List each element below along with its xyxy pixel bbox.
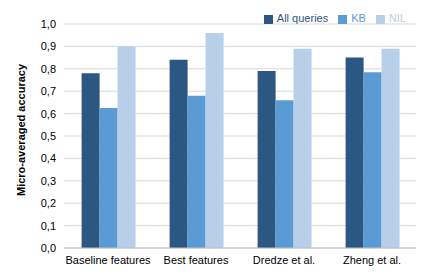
svg-text:1,0: 1,0 (41, 18, 56, 30)
svg-text:0,0: 0,0 (41, 242, 56, 254)
svg-text:0,2: 0,2 (41, 197, 56, 209)
svg-text:0,8: 0,8 (41, 63, 56, 75)
html-text:KB: KB (351, 12, 366, 24)
svg-text:Zheng et al.: Zheng et al. (343, 254, 401, 266)
svg-text:0,4: 0,4 (41, 152, 56, 164)
svg-text:Micro-averaged accuracy: Micro-averaged accuracy (15, 63, 27, 196)
html-text:All queries: All queries (276, 12, 329, 24)
html-text:NIL: NIL (388, 12, 406, 24)
svg-text:0,6: 0,6 (41, 108, 56, 120)
svg-text:Baseline features: Baseline features (66, 254, 151, 266)
svg-text:0,7: 0,7 (41, 85, 56, 97)
svg-text:Best features: Best features (164, 254, 229, 266)
svg-text:0,9: 0,9 (41, 40, 56, 52)
svg-text:0,1: 0,1 (41, 220, 56, 232)
svg-text:Dredze et al.: Dredze et al. (253, 254, 315, 266)
svg-text:0,3: 0,3 (41, 175, 56, 187)
svg-text:0,5: 0,5 (41, 130, 56, 142)
